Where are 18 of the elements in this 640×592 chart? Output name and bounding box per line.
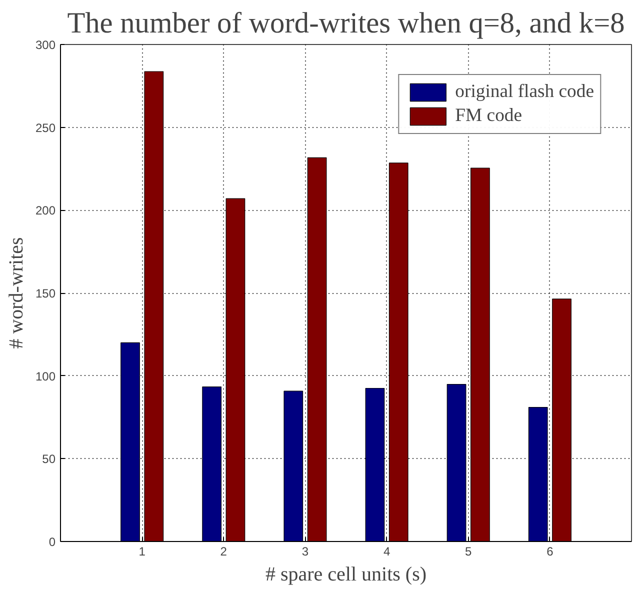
legend-label: original flash code	[455, 81, 594, 103]
legend-label: FM code	[455, 105, 522, 127]
x-axis-title: # spare cell units (s)	[265, 564, 427, 586]
y-tick-label: 100	[35, 369, 56, 384]
y-tick-label: 250	[35, 120, 56, 135]
x-tick-label: 1	[138, 544, 146, 558]
y-tick-label: 50	[42, 452, 56, 466]
y-axis-title: # word-writes	[5, 236, 28, 349]
x-tick-label: 6	[546, 544, 554, 558]
y-tick-label: 300	[35, 38, 56, 52]
y-tick-label: 0	[48, 535, 56, 549]
y-tick-label: 150	[35, 286, 56, 300]
x-tick-label: 4	[383, 544, 390, 558]
y-tick-label: 200	[35, 204, 56, 218]
x-tick-label: 2	[220, 544, 228, 558]
chart-title: The number of word-writes when q=8, and k=8	[67, 8, 625, 40]
x-tick-label: 5	[465, 544, 472, 558]
x-tick-label: 3	[302, 544, 309, 558]
